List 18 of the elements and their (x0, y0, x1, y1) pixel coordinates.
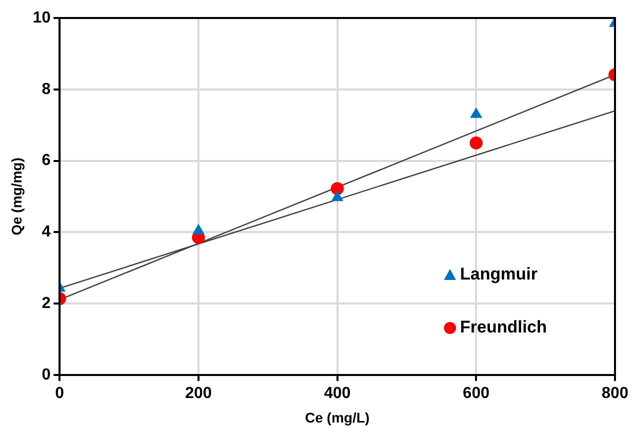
y-tick-label: 8 (42, 80, 51, 98)
x-tick-label: 800 (602, 385, 628, 402)
point (192, 224, 205, 234)
legend-label: Freundlich (460, 318, 547, 337)
x-tick-label: 400 (324, 385, 351, 402)
x-tick-label: 200 (185, 385, 212, 402)
legend-label: Langmuir (460, 264, 538, 284)
x-tick-label: 600 (462, 385, 490, 402)
y-tick-label: 6 (42, 152, 51, 170)
point (331, 190, 344, 202)
x-tick-label: 0 (55, 385, 64, 402)
y-tick-label: 4 (42, 224, 51, 241)
y-axis-title: Qe (mg/mg) (8, 158, 24, 236)
y-tick-label: 0 (42, 366, 51, 384)
point (330, 182, 344, 196)
y-tick-label: 10 (32, 9, 51, 26)
y-tick-label: 2 (42, 295, 51, 312)
x-axis-title: Ce (mg/L) (305, 409, 370, 426)
